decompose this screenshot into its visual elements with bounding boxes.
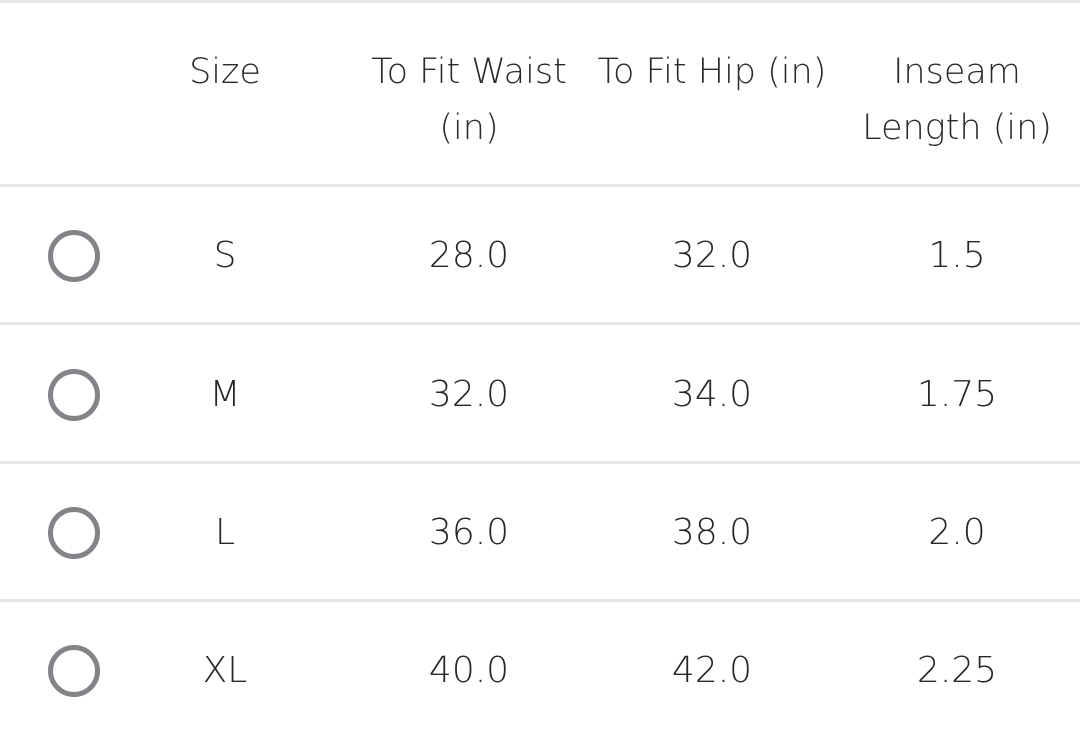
waist-cell: 36.0 xyxy=(428,512,510,553)
size-m-radio[interactable] xyxy=(48,369,100,421)
divider xyxy=(0,322,1080,325)
hip-cell: 32.0 xyxy=(671,235,753,276)
inseam-cell: 2.0 xyxy=(928,512,986,553)
waist-cell: 28.0 xyxy=(428,235,510,276)
header-waist: To Fit Waist (in) xyxy=(349,44,589,156)
header-inseam: Inseam Length (in) xyxy=(837,44,1077,156)
header-hip-text: To Fit Hip (in) xyxy=(597,52,827,92)
header-size-text: Size xyxy=(189,52,261,92)
size-cell: XL xyxy=(202,650,248,691)
header-size: Size xyxy=(105,44,345,100)
header-hip: To Fit Hip (in) xyxy=(592,44,832,100)
size-cell: M xyxy=(209,374,241,415)
size-l-radio[interactable] xyxy=(48,507,100,559)
header-waist-line1: To Fit Waist xyxy=(371,52,567,92)
header-waist-line2: (in) xyxy=(439,108,499,148)
size-xl-radio[interactable] xyxy=(48,645,100,697)
waist-cell: 40.0 xyxy=(428,650,510,691)
hip-cell: 34.0 xyxy=(671,374,753,415)
inseam-cell: 1.75 xyxy=(916,374,998,415)
hip-cell: 38.0 xyxy=(671,512,753,553)
divider xyxy=(0,599,1080,602)
divider xyxy=(0,184,1080,187)
size-cell: S xyxy=(213,235,237,276)
inseam-cell: 1.5 xyxy=(928,235,986,276)
divider xyxy=(0,0,1080,3)
size-s-radio[interactable] xyxy=(48,230,100,282)
divider xyxy=(0,461,1080,464)
header-inseam-line2: Length (in) xyxy=(862,108,1052,148)
header-inseam-line1: Inseam xyxy=(893,52,1021,92)
table-row[interactable]: L 36.0 38.0 2.0 xyxy=(0,465,1080,601)
size-cell: L xyxy=(214,512,236,553)
table-row[interactable]: XL 40.0 42.0 2.25 xyxy=(0,603,1080,739)
waist-cell: 32.0 xyxy=(428,374,510,415)
inseam-cell: 2.25 xyxy=(916,650,998,691)
table-row[interactable]: M 32.0 34.0 1.75 xyxy=(0,327,1080,463)
hip-cell: 42.0 xyxy=(671,650,753,691)
table-row[interactable]: S 28.0 32.0 1.5 xyxy=(0,188,1080,324)
